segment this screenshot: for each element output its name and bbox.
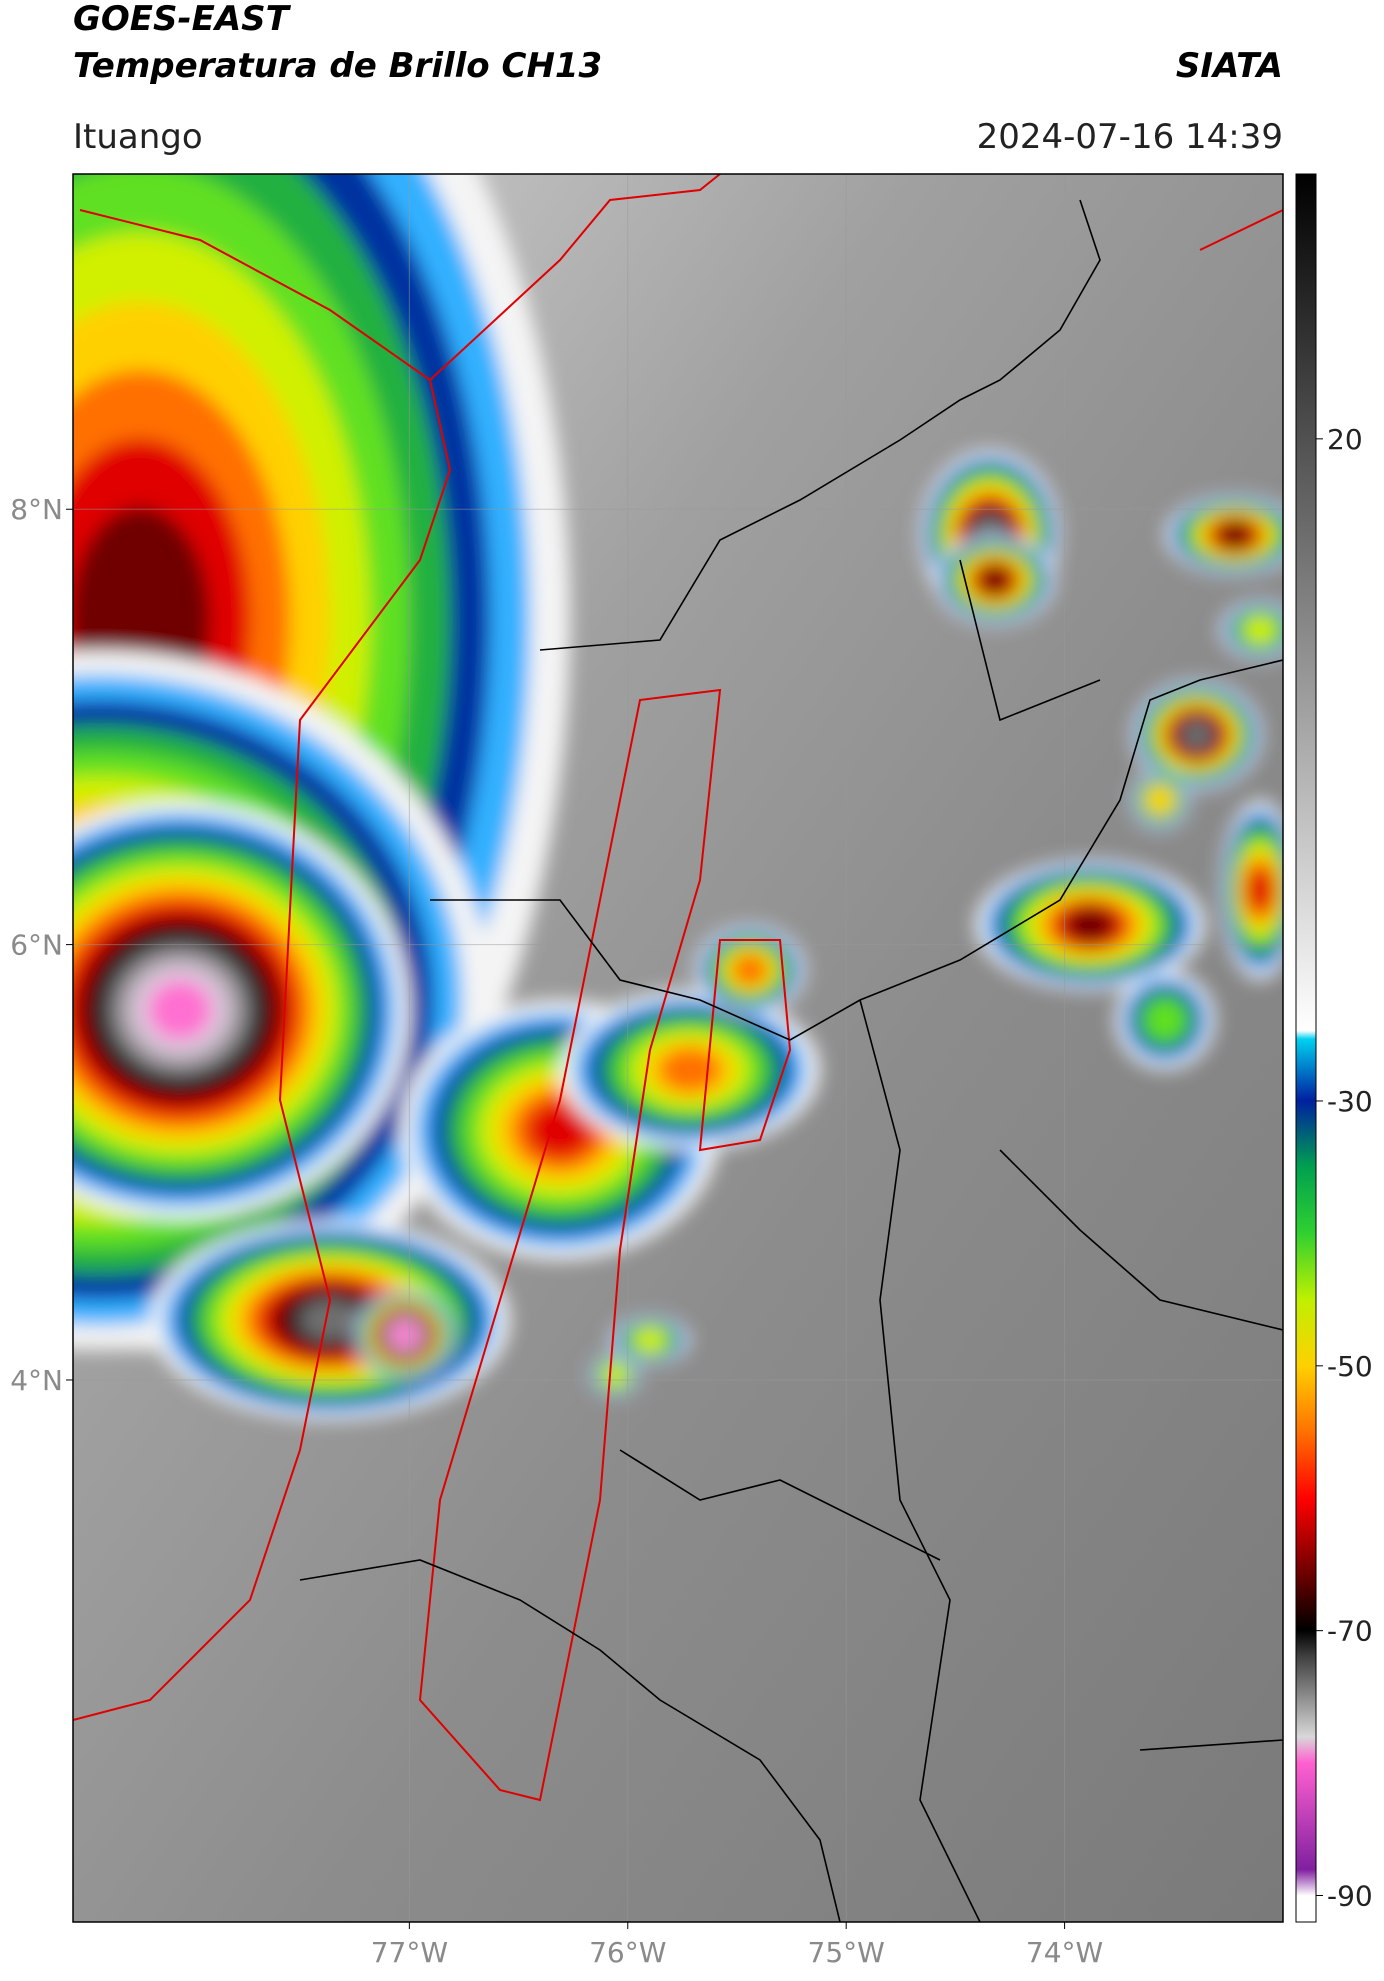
- graticule: [73, 174, 1283, 1922]
- border-line: [539, 199, 1101, 651]
- colorbar-label: -50: [1327, 1350, 1373, 1383]
- cloud-field: [73, 174, 1283, 1420]
- coast-line: [1199, 209, 1283, 251]
- datetime: 2024-07-16 14:39: [977, 117, 1283, 157]
- cloud-band: [1245, 867, 1275, 913]
- lat-label: 4°N: [10, 1364, 63, 1397]
- cloud-band: [1216, 520, 1254, 550]
- border-line: [959, 559, 1101, 722]
- axes: 8°N 6°N 4°N 77°W 76°W 75°W 74°W 20 -30 -50 -70 -90: [10, 423, 1373, 1969]
- lon-label: 77°W: [371, 1936, 448, 1969]
- region-outline: [698, 939, 792, 1152]
- black-borders: [299, 199, 1283, 1922]
- colorbar-label: -90: [1327, 1880, 1373, 1913]
- red-borders: [73, 174, 1283, 1802]
- border-line: [619, 1449, 941, 1561]
- title: GOES-EAST: [73, 0, 292, 39]
- cloud-band: [1243, 615, 1277, 645]
- border-line: [299, 1559, 841, 1922]
- lat-label: 8°N: [10, 493, 63, 526]
- location: Ituango: [73, 117, 203, 157]
- border-line: [430, 659, 1283, 1041]
- cloud-band: [391, 1321, 419, 1349]
- cloud-band: [526, 1101, 594, 1159]
- cloud-band: [148, 980, 212, 1040]
- map: [73, 174, 1283, 1922]
- colorbar-label: -30: [1327, 1085, 1373, 1118]
- region-outline: [418, 688, 722, 1802]
- colorbar-label: 20: [1327, 423, 1363, 456]
- cloud-band: [658, 1047, 722, 1093]
- coast-line: [73, 209, 452, 1721]
- lon-label: 74°W: [1026, 1936, 1103, 1969]
- lon-label: 76°W: [589, 1936, 666, 1969]
- cloud-band: [601, 1362, 629, 1388]
- border-line: [859, 999, 981, 1922]
- subtitle: Temperatura de Brillo CH13: [73, 46, 602, 86]
- lat-label: 6°N: [10, 929, 63, 962]
- cloud-band: [299, 1299, 361, 1341]
- cloud-band: [1144, 999, 1186, 1041]
- colorbar-label: -70: [1327, 1615, 1373, 1648]
- map-frame: [72, 173, 1284, 1923]
- coast-line: [429, 174, 721, 381]
- border-line: [1139, 1739, 1283, 1751]
- cloud-band: [633, 1326, 667, 1354]
- cloud-band: [1146, 786, 1174, 814]
- cloud-band: [732, 953, 768, 987]
- source: SIATA: [1176, 46, 1283, 86]
- border-line: [999, 1149, 1283, 1331]
- cloud-band: [977, 565, 1013, 595]
- cloud-band: [1065, 907, 1115, 943]
- colorbar: [1295, 173, 1317, 1923]
- cloud-band: [1180, 719, 1214, 751]
- lon-label: 75°W: [808, 1936, 885, 1969]
